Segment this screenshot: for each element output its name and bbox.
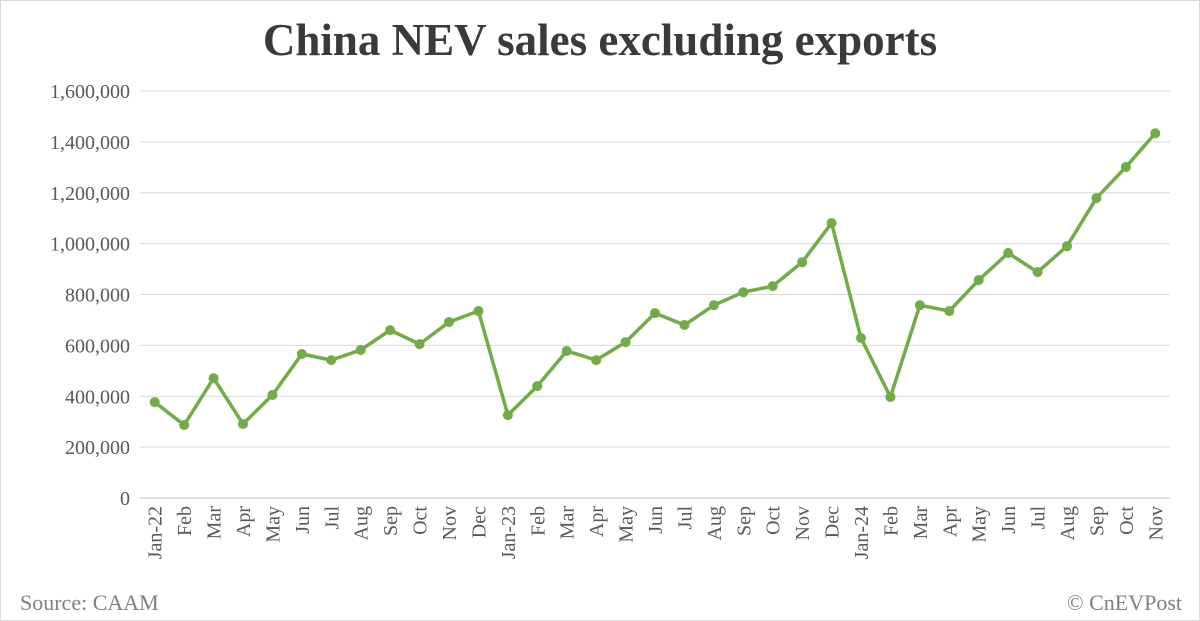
- x-tick-label: Jan-23: [498, 506, 520, 559]
- data-point: [296, 349, 307, 360]
- x-tick-label: Aug: [1057, 506, 1079, 540]
- data-point: [561, 345, 572, 356]
- x-tick-label: Jun: [998, 506, 1020, 534]
- data-point: [355, 344, 366, 355]
- data-point: [679, 320, 690, 331]
- x-tick-label: Nov: [439, 506, 461, 540]
- y-tick-label: 400,000: [65, 386, 130, 408]
- x-tick-label: Dec: [468, 506, 490, 538]
- data-point: [1062, 241, 1072, 252]
- x-tick-label: Jun: [645, 506, 667, 534]
- y-tick-label: 1,000,000: [50, 234, 130, 256]
- x-tick-label: Apr: [586, 506, 608, 537]
- x-tick-label: Oct: [410, 506, 432, 535]
- x-tick-label: Feb: [174, 506, 196, 536]
- x-tick-label: Jan-24: [851, 506, 873, 559]
- data-point: [1091, 193, 1102, 204]
- data-point: [326, 355, 337, 366]
- series-line: [153, 132, 1157, 427]
- data-point: [650, 308, 660, 319]
- credit-label: © CnEVPost: [1066, 590, 1182, 615]
- data-point: [856, 332, 866, 343]
- x-tick-label: Oct: [763, 506, 785, 535]
- data-point: [591, 355, 602, 366]
- x-tick-label: Jun: [292, 506, 314, 534]
- data-point: [973, 275, 984, 286]
- data-point: [1003, 248, 1014, 259]
- y-tick-label: 0: [120, 488, 130, 510]
- data-point: [208, 373, 219, 384]
- x-tick-label: Nov: [792, 506, 814, 540]
- x-tick-label: Mar: [557, 506, 579, 540]
- data-point: [797, 257, 808, 268]
- y-tick-label: 1,400,000: [50, 132, 130, 154]
- data-point: [1150, 128, 1161, 139]
- data-point: [738, 287, 749, 298]
- data-point: [385, 325, 396, 336]
- x-tick-label: Sep: [380, 506, 402, 536]
- x-tick-label: Nov: [1145, 506, 1167, 540]
- data-point: [238, 418, 248, 429]
- x-tick-label: Mar: [910, 506, 932, 540]
- data-point: [473, 306, 484, 317]
- x-tick-label: Feb: [880, 506, 902, 536]
- x-tick-label: Jan-22: [145, 506, 167, 559]
- x-tick-label: Aug: [704, 506, 726, 540]
- source-label: Source: CAAM: [20, 590, 159, 615]
- x-tick-label: May: [616, 506, 638, 543]
- x-tick-label: Jul: [321, 506, 343, 530]
- x-tick-label: Sep: [733, 506, 755, 536]
- x-tick-label: Dec: [822, 506, 844, 538]
- data-point: [944, 306, 955, 317]
- data-point: [826, 218, 837, 229]
- y-tick-label: 1,200,000: [50, 183, 130, 205]
- data-point: [414, 339, 425, 350]
- x-tick-label: Apr: [233, 506, 255, 537]
- x-tick-label: Sep: [1086, 506, 1108, 536]
- data-point: [179, 419, 190, 430]
- data-point: [532, 381, 543, 392]
- data-point: [620, 337, 631, 348]
- x-tick-label: Mar: [204, 506, 226, 540]
- data-point: [885, 392, 896, 403]
- data-point: [914, 300, 925, 311]
- data-point: [502, 410, 513, 421]
- x-tick-label: May: [969, 506, 991, 543]
- data-point: [444, 316, 454, 327]
- y-tick-label: 600,000: [65, 335, 130, 357]
- x-tick-label: Jul: [1028, 506, 1050, 530]
- y-tick-label: 1,600,000: [50, 81, 130, 103]
- x-tick-label: Feb: [527, 506, 549, 536]
- x-tick-label: Apr: [939, 506, 961, 537]
- data-point: [1120, 162, 1131, 173]
- data-point: [267, 389, 278, 400]
- x-tick-label: May: [262, 506, 284, 543]
- data-point: [1032, 267, 1043, 278]
- y-tick-label: 800,000: [65, 285, 130, 307]
- data-point: [149, 397, 160, 408]
- x-tick-label: Aug: [351, 506, 373, 540]
- chart-title: China NEV sales excluding exports: [262, 15, 938, 65]
- x-tick-label: Oct: [1116, 506, 1138, 535]
- y-tick-label: 200,000: [65, 437, 130, 459]
- data-point: [708, 300, 719, 311]
- x-tick-label: Jul: [674, 506, 696, 530]
- data-point: [767, 281, 778, 292]
